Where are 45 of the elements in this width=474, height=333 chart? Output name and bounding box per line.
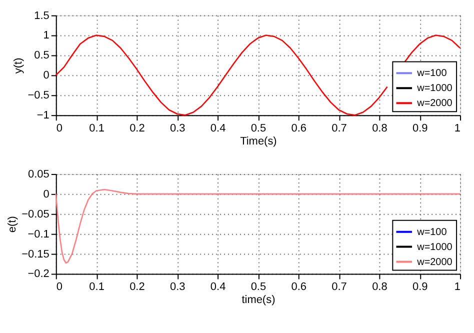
- x-tick-label: 0.4: [210, 122, 226, 135]
- x-tick-label: 0.8: [372, 122, 388, 135]
- x-tick-label: 0.9: [412, 281, 428, 294]
- x-tick-label: 0.6: [291, 122, 306, 135]
- x-tick-label: 0.3: [170, 281, 186, 294]
- y-tick-label: 0: [43, 70, 50, 82]
- x-tick-label: 0.5: [250, 281, 266, 294]
- legend-label: w=100: [416, 226, 448, 238]
- x-tick-label: 0.1: [89, 122, 104, 135]
- y-tick-label: −0.2: [28, 268, 50, 280]
- x-tick-label: 0.1: [89, 281, 104, 294]
- y-tick-label: −0.1: [28, 228, 50, 240]
- y-tick-label: −0.5: [28, 90, 50, 102]
- line-series: [55, 188, 461, 264]
- y-tick-label: −1: [36, 110, 50, 122]
- x-tick-label: 0.4: [210, 281, 226, 294]
- y-tick-label: 1: [43, 30, 50, 42]
- x-tick-label: 0.7: [332, 281, 347, 294]
- x-tick-label: 1: [454, 281, 461, 294]
- y-tick-label: 0: [43, 188, 50, 200]
- x-tick-label: 0.5: [250, 122, 266, 135]
- y-tick-label: 0.5: [34, 50, 50, 62]
- y-tick-label: 1.5: [34, 10, 50, 22]
- legend-label: w=1000: [416, 83, 453, 94]
- x-tick-label: 0.7: [332, 122, 347, 135]
- x-tick-label: 0: [56, 281, 62, 294]
- x-axis-title: time(s): [242, 294, 276, 306]
- y-tick-label: 0.05: [28, 168, 50, 180]
- x-tick-label: 0.2: [130, 281, 145, 294]
- legend-label: w=100: [416, 68, 448, 80]
- y-axis-title: y(t): [12, 58, 25, 74]
- legend-label: w=2000: [416, 256, 453, 268]
- x-tick-label: 0.2: [130, 122, 145, 135]
- y-axis-title: e(t): [6, 216, 19, 233]
- legend-label: w=1000: [416, 242, 453, 253]
- x-tick-label: 0.8: [372, 281, 388, 294]
- x-tick-label: 0: [56, 122, 62, 135]
- x-tick-label: 0.3: [170, 122, 186, 135]
- y-tick-label: −0.05: [22, 208, 50, 220]
- x-axis-title: Time(s): [240, 136, 277, 148]
- x-tick-label: 0.9: [412, 122, 428, 135]
- y-tick-label: −0.15: [22, 248, 50, 260]
- x-tick-label: 1: [454, 122, 461, 135]
- x-tick-label: 0.6: [291, 281, 306, 294]
- legend-label: w=2000: [416, 98, 453, 110]
